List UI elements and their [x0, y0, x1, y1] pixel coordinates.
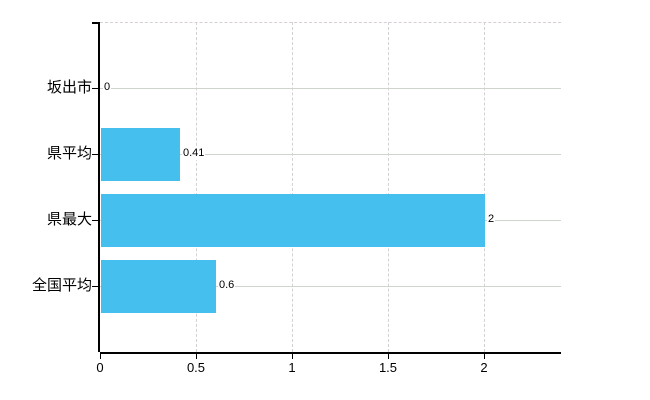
y-gridline — [100, 154, 561, 155]
bar — [101, 259, 216, 313]
plot-top-border — [100, 22, 561, 23]
x-tick-label: 0.5 — [186, 360, 206, 375]
x-tick — [292, 354, 293, 359]
y-axis — [98, 22, 100, 352]
y-tick — [92, 88, 99, 89]
bar — [101, 193, 485, 247]
y-tick — [92, 286, 99, 287]
bar-value-label: 0.41 — [182, 147, 206, 160]
bar — [101, 127, 180, 181]
bar-value-label: 0.6 — [218, 279, 236, 292]
x-tick — [388, 354, 389, 359]
x-axis — [100, 352, 561, 354]
category-label: 県最大 — [46, 211, 92, 228]
x-tick-label: 1 — [288, 360, 296, 375]
y-tick — [92, 154, 99, 155]
x-gridline — [388, 22, 389, 352]
bar-value-label: 0 — [103, 81, 112, 94]
y-axis-top-tick — [92, 22, 99, 24]
category-label: 坂出市 — [46, 79, 92, 96]
x-tick-label: 0 — [96, 360, 104, 375]
x-tick — [196, 354, 197, 359]
category-label: 県平均 — [46, 145, 92, 162]
x-gridline — [484, 22, 485, 352]
bar-value-label: 2 — [487, 213, 496, 226]
x-tick — [100, 354, 101, 359]
x-tick — [484, 354, 485, 359]
y-gridline — [100, 286, 561, 287]
category-label: 全国平均 — [31, 277, 92, 294]
x-tick-label: 2 — [480, 360, 488, 375]
x-tick-label: 1.5 — [378, 360, 398, 375]
y-gridline — [100, 88, 561, 89]
x-gridline — [292, 22, 293, 352]
x-gridline — [196, 22, 197, 352]
y-tick — [92, 220, 99, 221]
